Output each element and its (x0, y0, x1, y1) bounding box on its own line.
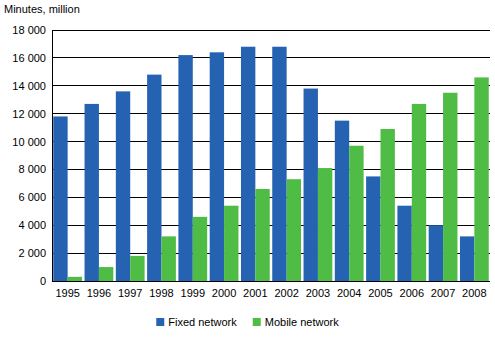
bar (429, 225, 443, 281)
x-tick-label: 1997 (118, 287, 142, 299)
y-tick-label: 2 000 (18, 247, 46, 259)
y-tick-label: 8 000 (18, 163, 46, 175)
x-tick-label: 1999 (181, 287, 205, 299)
bar (210, 52, 224, 281)
grid-line (52, 30, 490, 31)
bar (318, 168, 332, 281)
x-tick-label: 2008 (462, 287, 486, 299)
x-tick-label: 2003 (306, 287, 330, 299)
bar (116, 91, 130, 281)
chart: Minutes, million 0 2 000 4 000 6 000 8 000 10 … (0, 0, 495, 338)
legend-swatch (253, 318, 261, 326)
bar (255, 189, 269, 281)
bar (85, 104, 99, 281)
y-tick-label: 14 000 (12, 80, 46, 92)
x-tick-label: 2002 (274, 287, 298, 299)
bar (287, 179, 301, 281)
y-tick-label: 16 000 (12, 52, 46, 64)
bar (53, 116, 67, 281)
bar (460, 236, 474, 281)
bar (381, 129, 395, 281)
bar (304, 89, 318, 281)
y-tick-label: 4 000 (18, 219, 46, 231)
y-tick-label: 18 000 (12, 24, 46, 36)
x-tick-label: 1998 (149, 287, 173, 299)
x-tick-label: 2000 (212, 287, 236, 299)
y-tick-label: 12 000 (12, 108, 46, 120)
bar (193, 217, 207, 281)
bar (241, 47, 255, 281)
bar (147, 75, 161, 281)
grid-line (52, 85, 490, 86)
y-tick-label: 6 000 (18, 191, 46, 203)
x-tick-label: 1995 (55, 287, 79, 299)
bar (130, 256, 144, 281)
grid-line (52, 57, 490, 58)
legend-swatch (156, 318, 164, 326)
legend: Fixed network Mobile network (156, 316, 339, 328)
x-axis-line (52, 281, 490, 282)
bar (412, 104, 426, 281)
y-axis-label: Minutes, million (4, 3, 80, 15)
y-axis-line (52, 30, 53, 281)
x-tick-label: 2005 (368, 287, 392, 299)
y-tick-label: 10 000 (12, 136, 46, 148)
bar (162, 236, 176, 281)
bar (474, 77, 488, 281)
bar (99, 267, 113, 281)
x-tick-label: 2001 (243, 287, 267, 299)
bar (349, 146, 363, 281)
bar (272, 47, 286, 281)
bars (53, 47, 488, 281)
bar (443, 93, 457, 281)
y-tick-label: 0 (40, 275, 46, 287)
x-tick-label: 2006 (400, 287, 424, 299)
x-tick-label: 2007 (431, 287, 455, 299)
bar (178, 55, 192, 281)
x-tick-label: 2004 (337, 287, 361, 299)
bar (335, 121, 349, 281)
bar (397, 206, 411, 281)
grid-line (52, 281, 490, 282)
x-tick-label: 1996 (87, 287, 111, 299)
legend-label: Fixed network (168, 316, 237, 328)
bar (68, 277, 82, 281)
bar (366, 176, 380, 281)
legend-label: Mobile network (265, 316, 339, 328)
bar (224, 206, 238, 281)
